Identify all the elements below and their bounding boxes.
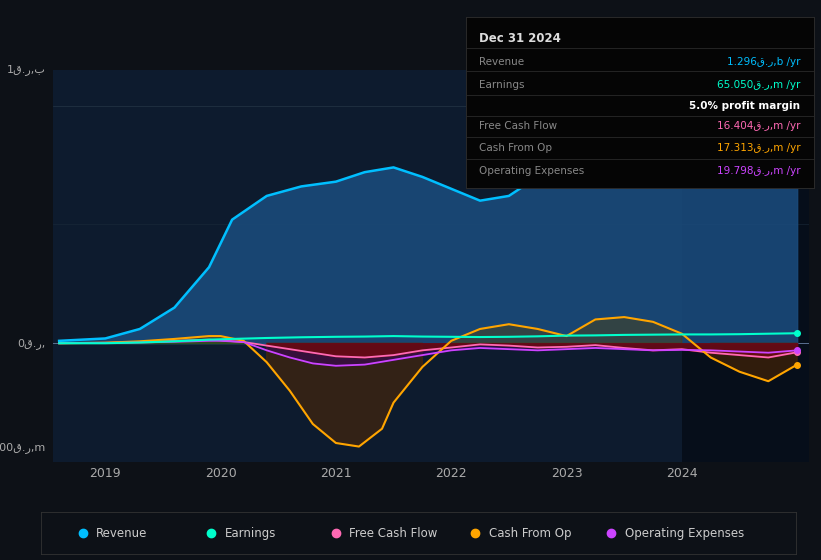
Text: 0ق.ر,: 0ق.ر,: [17, 338, 46, 349]
Text: Operating Expenses: Operating Expenses: [625, 527, 744, 540]
Text: Cash From Op: Cash From Op: [479, 143, 553, 153]
Text: Operating Expenses: Operating Expenses: [479, 166, 585, 175]
Text: 1.296ق.ر,b /yr: 1.296ق.ر,b /yr: [727, 57, 800, 67]
Text: Revenue: Revenue: [96, 527, 148, 540]
Text: 16.404ق.ر,m /yr: 16.404ق.ر,m /yr: [717, 121, 800, 131]
Text: Earnings: Earnings: [225, 527, 276, 540]
Text: Free Cash Flow: Free Cash Flow: [479, 121, 557, 131]
Text: 5.0% profit margin: 5.0% profit margin: [690, 101, 800, 111]
Text: Dec 31 2024: Dec 31 2024: [479, 32, 562, 45]
Text: 19.798ق.ر,m /yr: 19.798ق.ر,m /yr: [717, 166, 800, 175]
Text: Cash From Op: Cash From Op: [489, 527, 571, 540]
Bar: [681, 70, 809, 462]
Text: -400ق.ر,m: -400ق.ر,m: [0, 442, 46, 453]
Text: Earnings: Earnings: [479, 80, 525, 90]
Text: Free Cash Flow: Free Cash Flow: [349, 527, 438, 540]
Text: 17.313ق.ر,m /yr: 17.313ق.ر,m /yr: [717, 143, 800, 153]
Text: 1ق.ر,ب: 1ق.ر,ب: [7, 64, 46, 76]
Text: Revenue: Revenue: [479, 57, 525, 67]
Text: 65.050ق.ر,m /yr: 65.050ق.ر,m /yr: [717, 80, 800, 90]
